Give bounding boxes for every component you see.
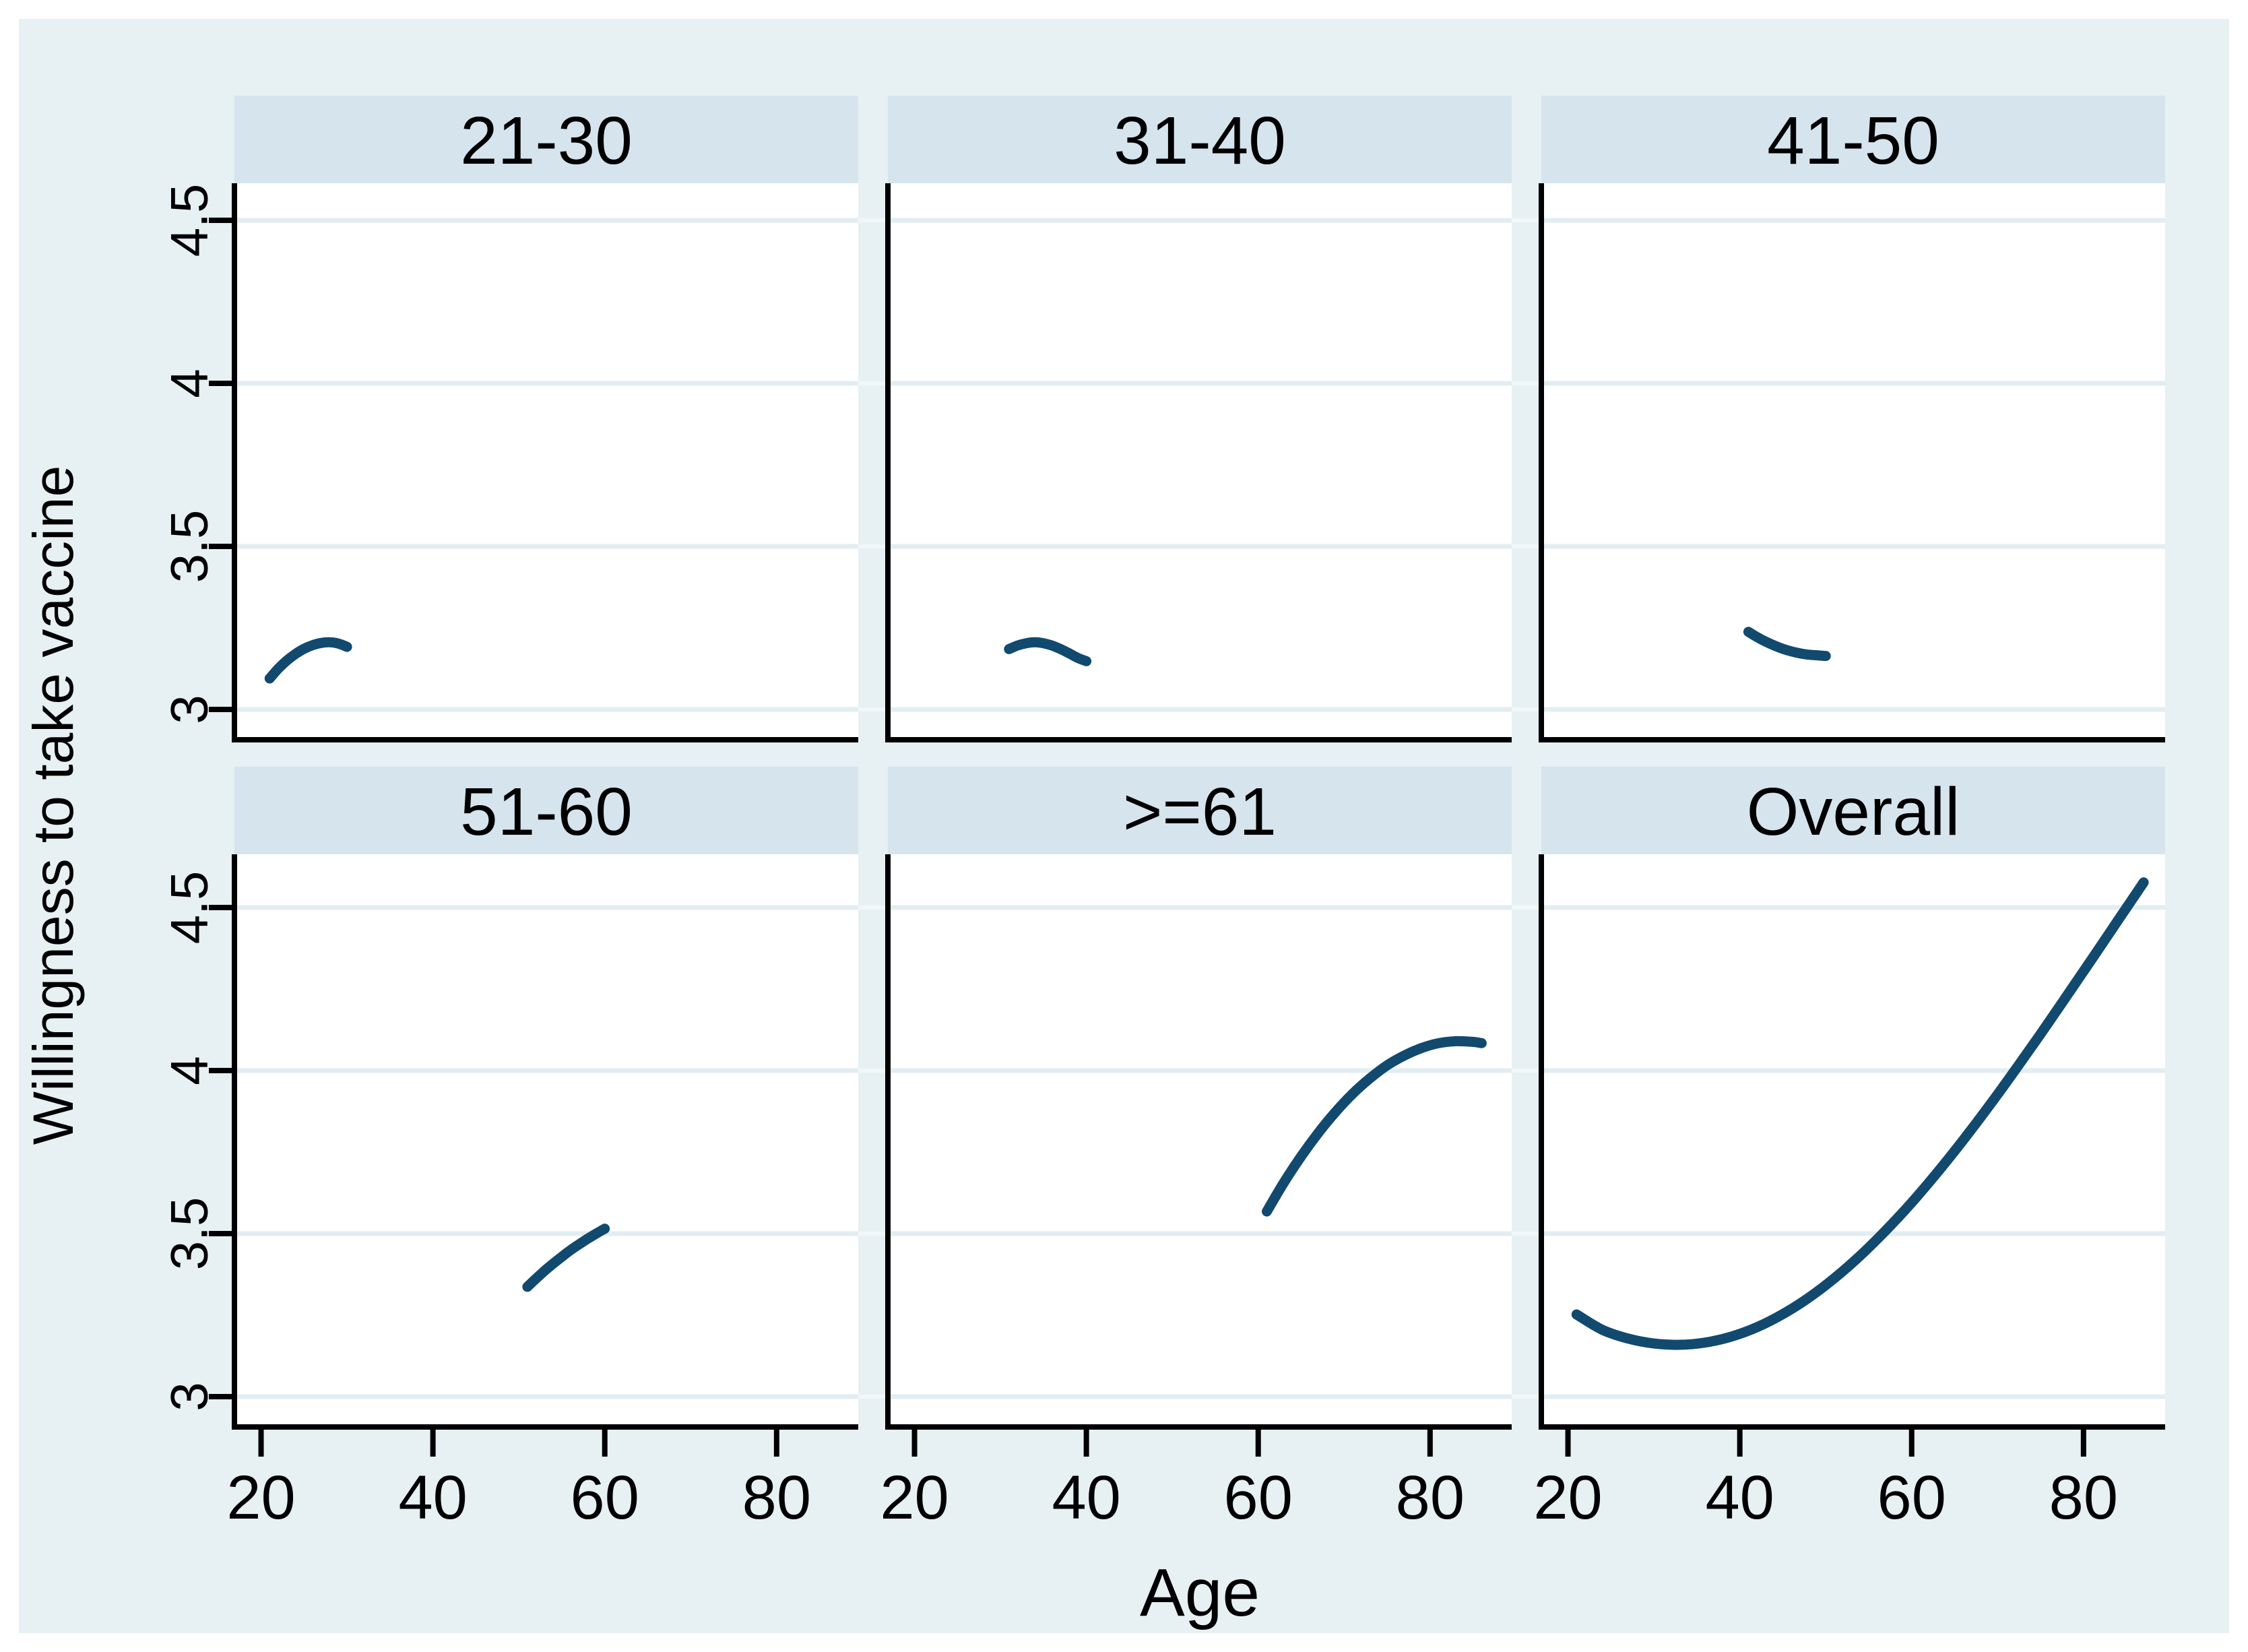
facet-panels: 21-30 3 3.5 4 4.5 31-40 41-50 51-60 3 3.5 4 4.5 20 40… [159,96,2165,1532]
data-curve [1571,877,2149,1350]
data-curve [522,1224,610,1292]
data-curve [1004,637,1092,666]
facet-header-label: 41-50 [1767,103,1939,179]
facet-header-label: Overall [1747,774,1960,850]
facet-panel: Overall 20 40 60 80 [1533,767,2165,1532]
data-curve [1743,627,1831,662]
facet-header-band [888,767,1512,854]
facet-header-band [1541,767,2165,854]
facet-panel: 51-60 3 3.5 4 4.5 20 40 60 80 [159,767,858,1532]
facet-header-band [1541,96,2165,183]
y-axis-title: Willingness to take vaccine [22,466,85,1145]
x-tick-label: 40 [398,1463,467,1532]
facet-panel: 41-50 [1539,96,2165,742]
data-curve [1262,1036,1487,1217]
facet-header-band [234,96,858,183]
plot-area [888,854,1512,1427]
x-tick-label: 40 [1052,1463,1120,1532]
x-tick-label: 80 [2049,1463,2118,1532]
facet-header-label: >=61 [1123,774,1277,850]
plot-area [234,183,858,740]
facet-header-label: 51-60 [460,774,633,850]
x-tick-label: 60 [1224,1463,1293,1532]
y-tick-label: 3 [159,695,218,724]
x-tick-label: 20 [1533,1463,1602,1532]
facet-header-label: 21-30 [460,103,633,179]
facet-panel: 31-40 [885,96,1512,742]
y-tick-label: 4 [159,369,218,398]
x-tick-label: 60 [571,1463,639,1532]
y-tick-label: 3.5 [159,1197,218,1270]
y-tick-label: 3.5 [159,510,218,583]
y-tick-label: 4.5 [159,184,218,257]
x-tick-label: 60 [1877,1463,1946,1532]
plot-area [888,183,1512,740]
y-tick-label: 4 [159,1056,218,1085]
x-tick-label: 80 [1396,1463,1465,1532]
facet-panel: 21-30 3 3.5 4 4.5 [159,96,858,742]
plot-area [1541,183,2165,740]
facet-panel: >=61 20 40 60 80 [880,767,1512,1532]
data-curve [264,637,352,684]
x-tick-label: 80 [742,1463,811,1532]
plot-area [1541,854,2165,1427]
x-axis-title: Age [1140,1555,1260,1630]
y-tick-label: 4.5 [159,871,218,944]
facet-header-label: 31-40 [1114,103,1286,179]
x-tick-label: 20 [880,1463,949,1532]
y-tick-label: 3 [159,1382,218,1411]
x-tick-label: 20 [226,1463,295,1532]
plot-area [234,854,858,1427]
facet-header-band [888,96,1512,183]
facet-header-band [234,767,858,854]
x-tick-label: 40 [1705,1463,1774,1532]
